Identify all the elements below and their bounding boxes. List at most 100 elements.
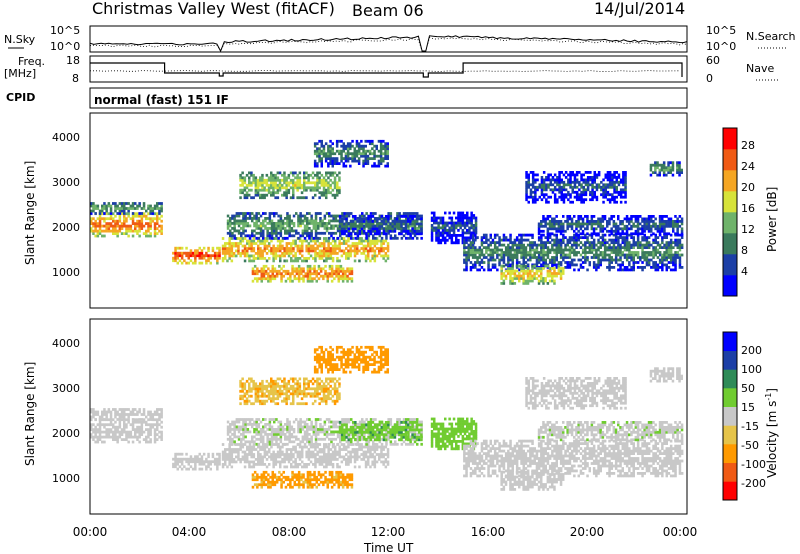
velocity-cell — [96, 423, 100, 427]
power-cell — [575, 185, 579, 189]
power-cell — [489, 233, 492, 237]
velocity-cell — [241, 450, 245, 454]
power-cell — [323, 249, 326, 253]
power-cell — [597, 232, 600, 236]
power-cell — [147, 222, 150, 225]
power-cell — [551, 190, 555, 194]
power-cell — [537, 243, 541, 247]
power-cell — [286, 236, 289, 240]
power-cell — [625, 238, 629, 242]
power-cell — [340, 144, 343, 148]
power-cell — [329, 183, 332, 187]
power-cell — [241, 244, 245, 248]
power-cell — [362, 244, 366, 248]
power-cell — [619, 268, 622, 272]
velocity-cell — [239, 443, 242, 446]
power-cell — [595, 183, 599, 187]
power-cell — [351, 242, 355, 245]
power-cell — [265, 173, 269, 177]
power-cell — [338, 242, 341, 245]
power-cell — [347, 254, 350, 258]
velocity-cell — [211, 460, 215, 464]
power-cell — [558, 185, 561, 189]
power-cell — [271, 277, 274, 281]
power-cell — [320, 152, 323, 156]
power-cell — [116, 229, 119, 233]
power-cell — [531, 248, 534, 252]
power-cell — [564, 266, 567, 269]
velocity-band-2 — [172, 452, 221, 471]
power-cell — [268, 236, 272, 240]
power-cell — [336, 191, 339, 195]
power-cell — [570, 222, 574, 226]
power-cell — [459, 224, 462, 227]
power-cell — [228, 247, 231, 250]
power-cell — [409, 234, 412, 238]
power-cell — [441, 236, 445, 240]
power-cell — [630, 251, 633, 254]
power-cell — [315, 272, 318, 276]
power-cell — [272, 173, 275, 177]
velocity-cell — [123, 425, 126, 429]
power-cell — [578, 193, 581, 197]
velocity-cell — [230, 443, 234, 446]
power-cell — [354, 232, 357, 236]
power-cell — [250, 181, 253, 185]
power-cell — [309, 173, 313, 177]
power-cell — [346, 144, 350, 148]
power-cell — [323, 254, 326, 258]
velocity-cell — [125, 435, 128, 439]
power-cell — [557, 251, 561, 254]
power-cell — [251, 267, 255, 271]
power-cell — [590, 241, 594, 244]
velocity-cell — [118, 435, 122, 439]
power-cell — [328, 274, 332, 278]
power-cell — [656, 248, 660, 252]
power-cell — [335, 162, 339, 165]
power-cell — [446, 224, 449, 227]
power-cell — [351, 139, 354, 143]
power-cell — [279, 247, 282, 250]
power-cell — [101, 234, 104, 238]
power-cell — [264, 277, 268, 281]
power-cell — [601, 256, 605, 259]
power-cell — [604, 176, 607, 179]
power-cell — [536, 185, 539, 189]
power-cell — [384, 220, 388, 223]
power-cell — [611, 180, 614, 184]
power-cell — [407, 212, 410, 215]
power-cell — [461, 224, 465, 227]
velocity-cell — [153, 430, 157, 434]
power-cell — [502, 243, 506, 247]
power-cell — [226, 214, 230, 218]
velocity-cell — [142, 420, 146, 424]
power-cell — [551, 258, 554, 262]
velocity-cell — [116, 425, 119, 429]
power-cell — [339, 231, 342, 235]
power-cell — [502, 261, 506, 264]
velocity-cell — [96, 435, 100, 439]
power-cell — [407, 214, 410, 218]
power-cell — [654, 263, 657, 267]
power-cell — [265, 244, 269, 248]
power-cell — [228, 242, 231, 245]
power-cell — [608, 173, 612, 177]
power-cell — [335, 139, 339, 143]
power-cell — [344, 164, 348, 168]
power-cell — [257, 252, 260, 255]
power-cell — [405, 212, 408, 215]
power-cell — [674, 256, 677, 259]
power-cell — [680, 266, 684, 269]
power-cell — [524, 272, 528, 275]
power-cell — [138, 219, 141, 223]
power-cell — [676, 227, 679, 231]
power-cell — [556, 198, 559, 202]
power-cell — [441, 238, 445, 242]
power-cell — [103, 224, 106, 228]
power-cell — [435, 221, 438, 225]
power-cell — [645, 224, 649, 228]
velocity-cell — [185, 467, 188, 471]
power-cell — [356, 242, 359, 245]
power-cell — [472, 231, 476, 235]
power-cell — [531, 198, 535, 202]
